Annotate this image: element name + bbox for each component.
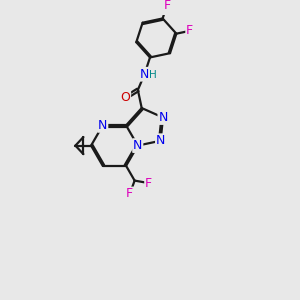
Text: O: O — [120, 91, 130, 104]
Text: N: N — [98, 119, 107, 132]
Text: N: N — [158, 111, 168, 124]
Text: H: H — [149, 70, 157, 80]
Text: F: F — [186, 24, 193, 37]
Text: N: N — [133, 139, 142, 152]
Text: N: N — [140, 68, 149, 81]
Text: F: F — [163, 0, 170, 12]
Text: N: N — [156, 134, 165, 147]
Text: F: F — [126, 188, 133, 200]
Text: F: F — [145, 177, 152, 190]
